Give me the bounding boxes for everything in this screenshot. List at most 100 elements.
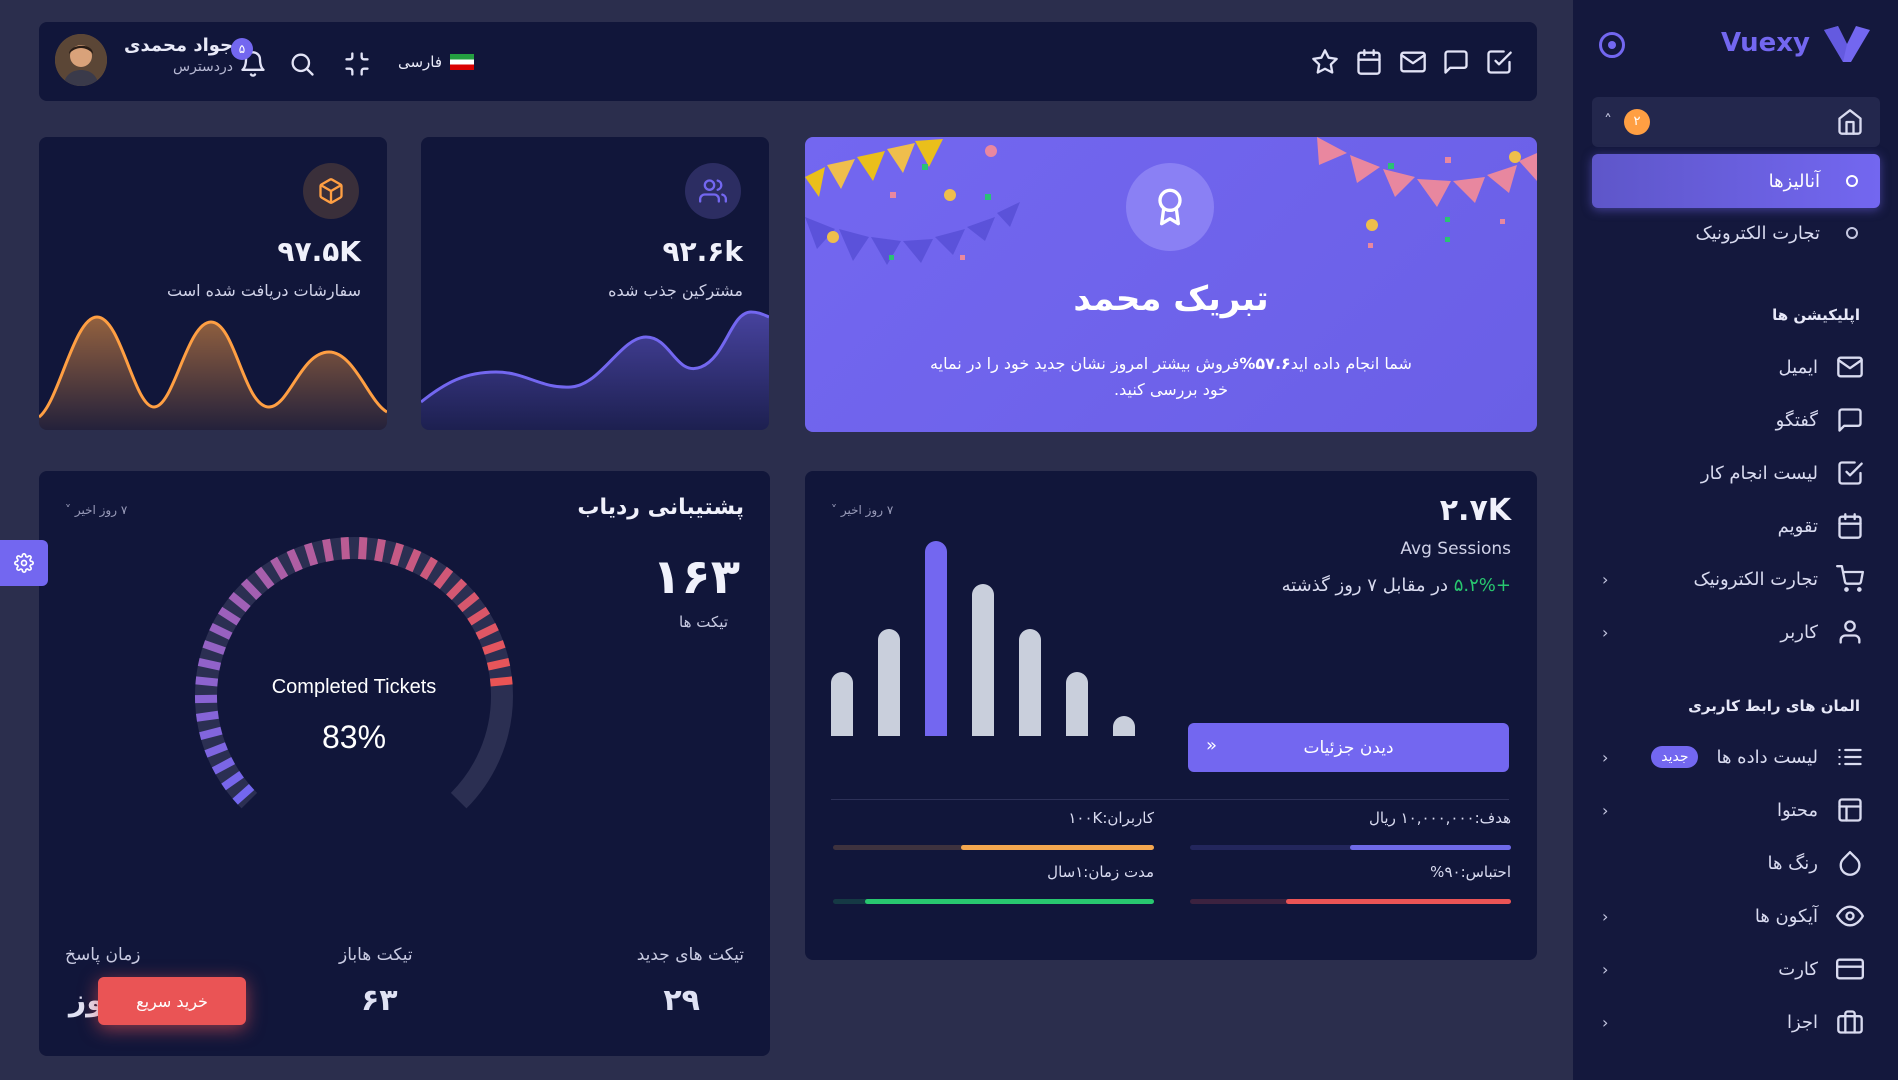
bell-icon[interactable]: [239, 50, 267, 78]
chevron-down-icon: ˅: [831, 503, 837, 517]
stat-progress-fill: [961, 845, 1154, 850]
home-icon: [1836, 108, 1864, 136]
sidebar-item-credit-card[interactable]: کارت ‹: [1592, 944, 1880, 994]
sidebar-item-droplet[interactable]: رنگ ها: [1592, 838, 1880, 888]
session-bar: [1019, 629, 1041, 736]
calendar-icon[interactable]: [1355, 48, 1383, 76]
minimize-icon[interactable]: [343, 50, 371, 78]
sidebar-item-label: کارت: [1778, 958, 1818, 980]
droplet-icon: [1836, 849, 1864, 877]
language-selector[interactable]: فارسی: [394, 49, 474, 75]
orders-label: سفارشات دریافت شده است: [167, 281, 361, 300]
section-ui-title: المان های رابط کاربری: [1688, 697, 1860, 715]
gauge-segment: [389, 542, 404, 567]
chat-icon[interactable]: [1442, 48, 1470, 76]
stat-progress-track: [833, 845, 1154, 850]
eye-icon: [1836, 902, 1864, 930]
users-icon: [685, 163, 741, 219]
gauge-segment: [322, 538, 334, 562]
gauge-segment: [433, 566, 454, 590]
sidebar-item-label: کاربر: [1780, 621, 1818, 643]
gauge-segment: [286, 548, 303, 573]
sidebar-item-ecommerce-dashboard[interactable]: تجارت الکترونیک: [1592, 208, 1880, 258]
quick-buy-button[interactable]: خرید سریع: [98, 977, 246, 1025]
view-details-label: دیدن جزئیات: [1303, 737, 1394, 758]
sidebar-item-briefcase[interactable]: اجزا ‹: [1592, 997, 1880, 1047]
sidebar-item-dashboard[interactable]: ˄ ۲: [1592, 97, 1880, 147]
stat-progress-fill: [865, 899, 1154, 904]
todo-icon[interactable]: [1485, 48, 1513, 76]
view-details-button[interactable]: دیدن جزئیات «: [1188, 723, 1509, 772]
navbar: جواد محمدی دردسترس ۵ فارسی: [39, 22, 1537, 101]
sidebar-item-eye[interactable]: آیکون ها ‹: [1592, 891, 1880, 941]
sidebar-item-analytics[interactable]: آنالیزها: [1592, 154, 1880, 208]
circle-icon: [1846, 227, 1858, 239]
sidebar-item-chat[interactable]: گفتگو: [1592, 395, 1880, 445]
iran-flag-icon: [450, 54, 474, 70]
gauge-label: Completed Tickets: [271, 676, 437, 698]
sidebar-item-user[interactable]: کاربر ‹: [1592, 607, 1880, 657]
chat-icon: [1836, 406, 1864, 434]
session-bar: [972, 584, 994, 736]
sessions-period-label: ۷ روز اخیر: [840, 503, 894, 517]
sidebar-item-label: اجزا: [1786, 1011, 1818, 1033]
star-icon[interactable]: [1311, 48, 1339, 76]
confetti-decoration: [805, 137, 1537, 265]
award-icon: [1126, 163, 1214, 251]
sidebar-item-todo[interactable]: لیست انجام کار: [1592, 448, 1880, 498]
chevron-left-icon: ‹: [1602, 959, 1609, 979]
notification-badge: ۵: [231, 38, 253, 60]
search-icon[interactable]: [288, 50, 316, 78]
stat-label: هدف:۱۰,۰۰۰,۰۰۰ ریال: [1368, 809, 1511, 827]
sidebar-item-label: تقویم: [1777, 515, 1818, 537]
dashboard-badge: ۲: [1624, 109, 1650, 135]
customers-sparkline: [421, 310, 769, 430]
gauge-segment: [254, 566, 275, 590]
sidebar-item-label: آیکون ها: [1754, 905, 1818, 927]
sessions-change-text: در مقابل ۷ روز گذشته: [1281, 575, 1448, 596]
sessions-change: +۵.۲% در مقابل ۷ روز گذشته: [1282, 575, 1511, 596]
sidebar-pin-icon[interactable]: [1599, 32, 1625, 58]
congrats-text-before: شما انجام داده اید: [1290, 354, 1412, 373]
cart-icon: [1836, 565, 1864, 593]
customers-value: ۹۲.۶k: [662, 235, 743, 268]
gauge-segment: [489, 676, 513, 687]
sidebar-item-mail[interactable]: ایمیل: [1592, 342, 1880, 392]
stat-progress-fill: [1350, 845, 1511, 850]
avatar[interactable]: [55, 34, 107, 86]
sessions-value: ۲.۷K: [1439, 493, 1511, 528]
gauge-segment: [467, 606, 491, 626]
analytics-label: آنالیزها: [1768, 170, 1820, 192]
session-bar: [1066, 672, 1088, 736]
chevron-left-icon: ‹: [1602, 569, 1609, 589]
sessions-period-select[interactable]: ۷ روز اخیر ˅: [831, 503, 893, 517]
user-name: جواد محمدی: [123, 35, 233, 56]
sidebar-item-cart[interactable]: تجارت الکترونیک ‹: [1592, 554, 1880, 604]
stat-progress-track: [833, 899, 1154, 904]
mail-icon: [1836, 353, 1864, 381]
session-bar: [878, 629, 900, 736]
sidebar-item-layout[interactable]: محتوا ‹: [1592, 785, 1880, 835]
response-time-label: زمان پاسخ: [65, 945, 141, 965]
gauge-segment: [209, 623, 233, 640]
sidebar-item-label: رنگ ها: [1767, 852, 1818, 874]
customizer-toggle[interactable]: [0, 540, 48, 586]
gauge-segment: [419, 556, 438, 580]
mail-icon[interactable]: [1399, 48, 1427, 76]
stat-progress-track: [1190, 899, 1511, 904]
todo-icon: [1836, 459, 1864, 487]
sidebar-item-label: محتوا: [1777, 799, 1818, 821]
support-title: پشتیبانی ردیاب: [577, 495, 744, 520]
chevron-left-icon: ‹: [1602, 622, 1609, 642]
calendar-icon: [1836, 512, 1864, 540]
support-period-select[interactable]: ۷ روز اخیر ˅: [65, 503, 127, 517]
stat-label: کاربران:۱۰۰K: [1068, 809, 1154, 827]
gauge-segment: [457, 592, 480, 613]
sidebar-item-list[interactable]: لیست داده ها جدید ‹: [1592, 732, 1880, 782]
new-tickets-label: تیکت های جدید: [636, 945, 744, 965]
user-status: دردسترس: [173, 59, 233, 75]
congrats-text-after: فروش بیشتر امروز نشان جدید خود را در نما…: [930, 354, 1240, 399]
sidebar-item-calendar[interactable]: تقویم: [1592, 501, 1880, 551]
divider: [831, 799, 1509, 800]
chevron-down-icon: ˅: [65, 503, 71, 517]
